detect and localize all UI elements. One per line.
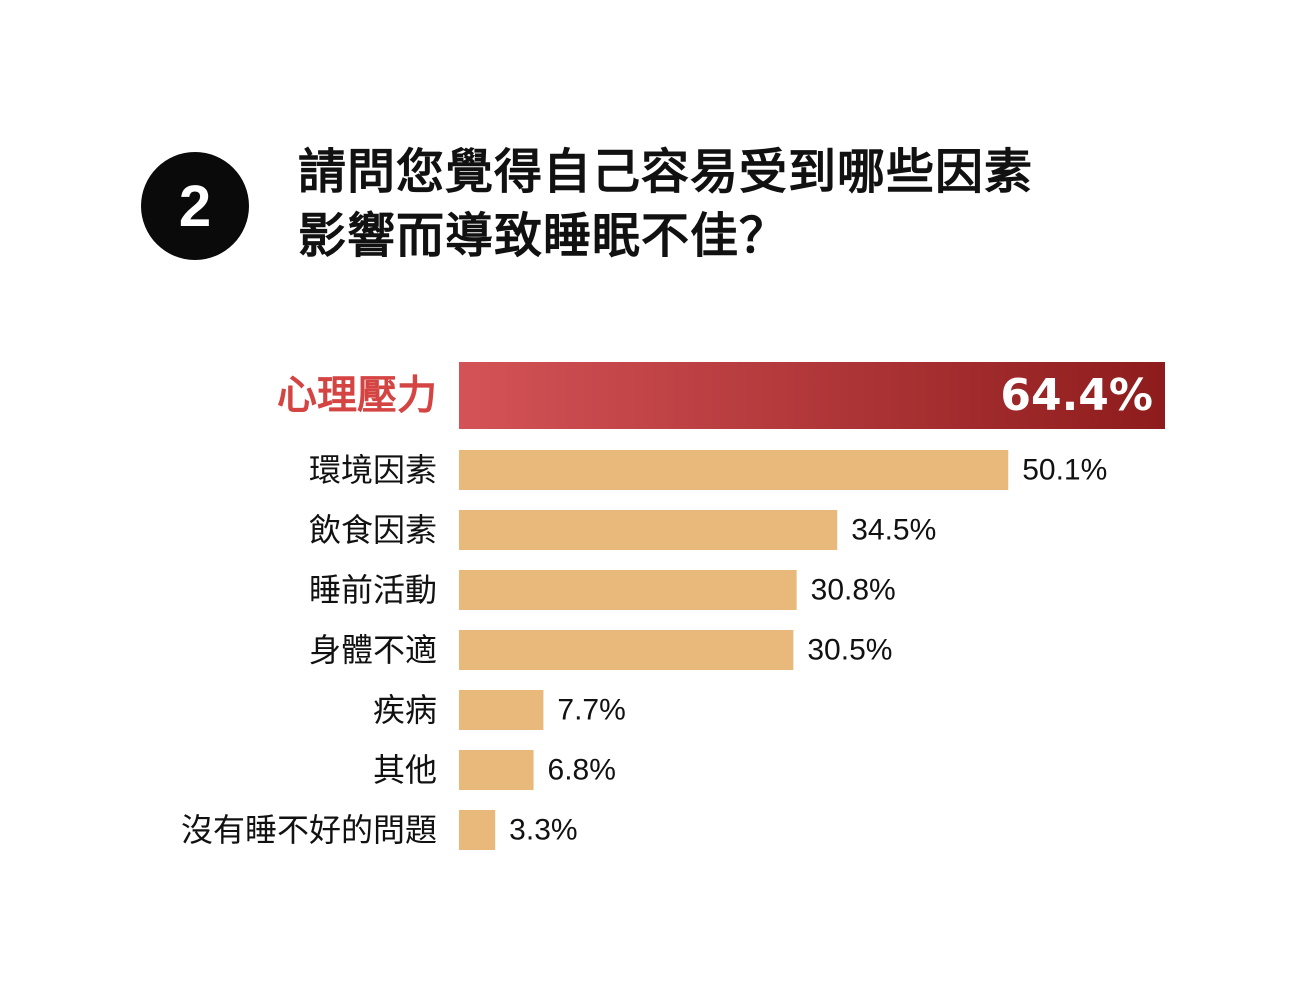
- bar: [459, 450, 1009, 490]
- category-label: 疾病: [373, 691, 437, 729]
- value-label: 3.3%: [509, 814, 577, 847]
- value-label: 7.7%: [557, 694, 625, 727]
- category-label: 飲食因素: [309, 511, 437, 549]
- value-label: 30.5%: [807, 634, 892, 667]
- bar: [459, 570, 797, 610]
- bar: [459, 750, 534, 790]
- category-label: 睡前活動: [309, 571, 437, 609]
- category-label: 沒有睡不好的問題: [181, 811, 437, 849]
- value-label: 34.5%: [851, 514, 936, 547]
- bar: [459, 510, 838, 550]
- bar-highlight: [459, 362, 1165, 429]
- value-label: 6.8%: [548, 754, 616, 787]
- question-title: 請問您覺得自己容易受到哪些因素 影響而導致睡眠不佳？: [298, 140, 1198, 268]
- bar: [459, 810, 496, 850]
- value-label: 50.1%: [1022, 454, 1107, 487]
- question-number-badge: 2: [141, 152, 249, 260]
- category-label: 環境因素: [309, 451, 437, 489]
- question-title-line-1: 請問您覺得自己容易受到哪些因素: [298, 144, 1034, 200]
- bar: [459, 690, 544, 730]
- category-label: 心理壓力: [277, 373, 437, 419]
- value-label: 30.8%: [811, 574, 896, 607]
- bar: [459, 630, 794, 670]
- question-title-line-2: 影響而導致睡眠不佳？: [298, 208, 789, 264]
- category-label: 其他: [373, 751, 437, 789]
- category-label: 身體不適: [309, 631, 437, 669]
- value-label: 64.4%: [1000, 370, 1153, 421]
